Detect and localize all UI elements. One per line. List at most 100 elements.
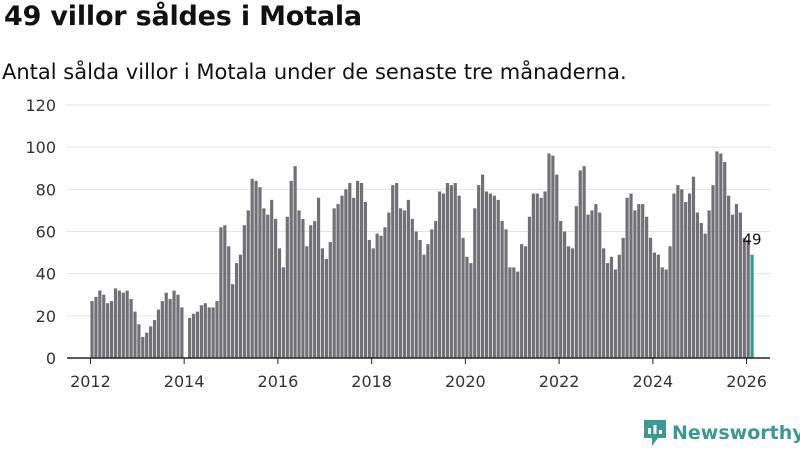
bar [492, 195, 496, 358]
bar [391, 185, 395, 358]
bar [676, 185, 680, 358]
bar [586, 214, 590, 358]
x-tick-label: 2022 [539, 372, 580, 391]
bar [375, 233, 379, 358]
page-subtitle: Antal sålda villor i Motala under de sen… [2, 60, 627, 84]
bar [168, 298, 172, 358]
bar [672, 193, 676, 358]
bar [488, 193, 492, 358]
bar [266, 214, 270, 358]
bar [316, 197, 321, 358]
bar [512, 267, 516, 358]
bar [410, 218, 414, 358]
x-tick-label: 2016 [258, 372, 299, 391]
bar [383, 227, 387, 358]
bar [367, 239, 371, 358]
bar [106, 303, 110, 358]
bar [445, 183, 450, 358]
bar [426, 244, 430, 358]
bar [227, 246, 231, 358]
bar [332, 208, 336, 358]
bar [129, 298, 133, 358]
bar [438, 191, 442, 358]
bar [293, 166, 297, 358]
bar [98, 290, 102, 358]
bar [289, 180, 293, 358]
bar [508, 267, 512, 358]
x-tick-label: 2014 [164, 372, 205, 391]
bar [176, 294, 180, 358]
bar [605, 263, 610, 359]
x-tick-label: 2018 [351, 372, 392, 391]
bar [301, 218, 305, 358]
bar [164, 292, 168, 358]
label-layer: 0 20 40 60 80 100 120 49 2012 2014 2016 2018 2020 202… [25, 96, 766, 391]
bar [621, 237, 625, 358]
y-tick-label: 120 [25, 96, 56, 115]
bar [457, 195, 461, 358]
bar [734, 204, 739, 358]
bar [574, 206, 578, 358]
bar [117, 290, 121, 358]
bar [172, 290, 176, 358]
bar [379, 235, 383, 358]
y-tick-label: 80 [36, 180, 56, 199]
bar [711, 185, 715, 358]
bar [344, 189, 348, 358]
bar-highlight [750, 254, 754, 358]
bar [246, 210, 250, 358]
bar [231, 284, 235, 358]
bar [102, 294, 106, 358]
bar [430, 229, 434, 358]
bar [328, 242, 332, 358]
bar [270, 199, 274, 359]
bar [449, 185, 453, 358]
bar [684, 201, 688, 358]
newsworthy-logo: Newsworthy [644, 420, 800, 446]
bar [543, 191, 547, 358]
bar [703, 233, 707, 358]
bar [484, 191, 489, 358]
bar [637, 204, 641, 358]
bar [680, 189, 684, 358]
bar [527, 216, 532, 358]
bar [629, 193, 633, 358]
bar [324, 258, 328, 358]
bar [371, 248, 375, 358]
bar [242, 225, 246, 358]
bar [656, 254, 660, 358]
bar [223, 225, 227, 358]
newsworthy-logo-icon [644, 420, 666, 446]
bar [746, 239, 750, 358]
highlight-value-label: 49 [743, 231, 762, 249]
bar [149, 326, 153, 359]
bar [219, 227, 223, 358]
bar [723, 161, 727, 358]
bar [602, 248, 606, 358]
bar [633, 210, 637, 358]
bar [215, 301, 219, 358]
x-tick-label: 2020 [445, 372, 486, 391]
bar [645, 216, 649, 358]
bar [461, 237, 465, 358]
bar [313, 220, 317, 358]
bar [500, 220, 504, 358]
bar [664, 269, 668, 358]
bar [531, 193, 535, 358]
bar [152, 320, 157, 358]
bar [348, 183, 352, 358]
bar [691, 176, 696, 358]
bar [648, 237, 653, 358]
bar [598, 212, 602, 358]
bar [273, 218, 278, 358]
bar [609, 256, 614, 358]
bar [641, 204, 645, 358]
bar [238, 254, 243, 358]
bar [109, 301, 114, 358]
bar [434, 220, 438, 358]
bar [441, 193, 446, 358]
bar [320, 248, 325, 358]
x-tick-label: 2024 [632, 372, 673, 391]
bar [156, 309, 161, 358]
